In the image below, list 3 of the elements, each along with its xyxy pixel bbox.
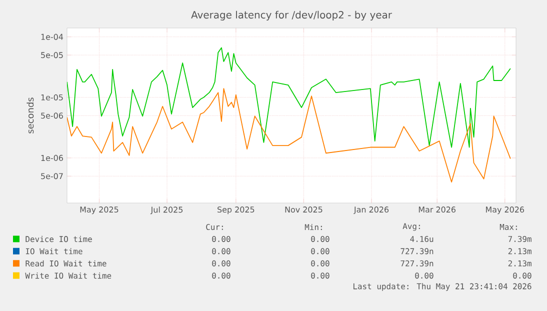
y-axis-title: seconds — [26, 98, 34, 134]
chart-title: Average latency for /dev/loop2 - by year — [191, 10, 392, 21]
line-series — [67, 47, 511, 148]
